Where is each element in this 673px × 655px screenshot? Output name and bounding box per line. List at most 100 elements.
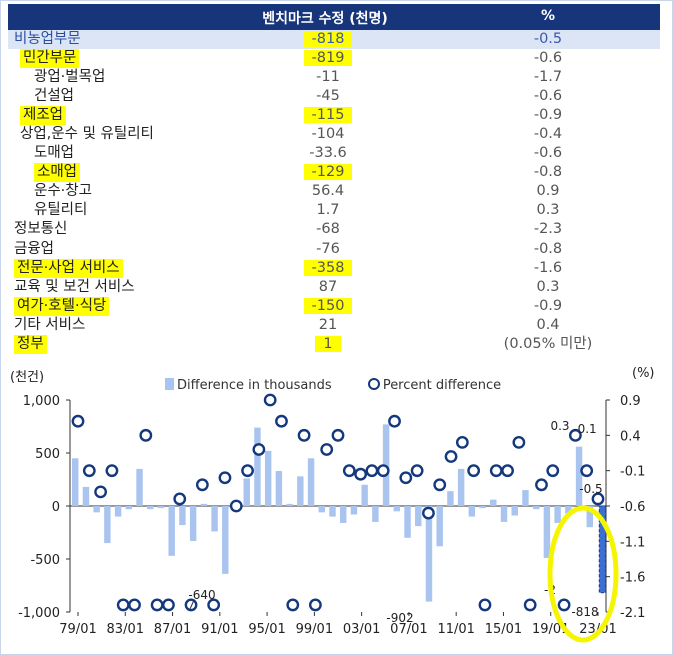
row-value-wrap: 87 [288, 278, 368, 297]
row-percent: -0.8 [533, 240, 563, 257]
data-annotation: -818 [571, 605, 598, 619]
percent-marker [286, 598, 300, 612]
percent-marker [478, 598, 492, 612]
row-value: -150 [303, 297, 353, 314]
bar [254, 427, 261, 506]
row-value-wrap: -358 [288, 259, 368, 278]
right-tick-label: -1.1 [620, 535, 645, 550]
percent-marker [568, 428, 582, 442]
row-value: 1 [315, 335, 341, 352]
row-label: 정부 [14, 334, 47, 354]
right-axis-unit: (%) [632, 366, 655, 381]
header-revision: 벤치마크 수정 (천명) [262, 11, 388, 27]
row-label: 건설업 [34, 88, 75, 105]
row-label: 소매업 [34, 163, 81, 183]
header-percent: % [540, 8, 556, 24]
bar [147, 506, 154, 510]
percent-marker [308, 598, 322, 612]
row-label: 제조업 [20, 106, 67, 126]
revision-chart: 1,000 500 0 -500 -1,000 0.9 0.4 -0.1 -0.6 -1.1 -1.… [18, 393, 645, 643]
row-percent: -0.5 [533, 31, 563, 47]
row-value: -33.6 [309, 145, 347, 162]
percent-marker [354, 467, 368, 481]
bar [125, 506, 133, 510]
left-tick-label: 500 [35, 447, 60, 462]
left-tick-label: 1,000 [23, 394, 60, 409]
percent-marker [410, 464, 424, 478]
bar [168, 506, 175, 556]
x-tick-label: 95/01 [248, 622, 285, 637]
row-label: 교육 및 보건 서비스 [14, 278, 135, 295]
bar [543, 506, 551, 558]
bar [189, 506, 197, 541]
data-annotation: 0.3 [550, 419, 569, 433]
left-tick-label: -1,000 [18, 606, 60, 621]
percent-marker [173, 492, 187, 506]
row-percent: -0.6 [533, 145, 563, 162]
row-value: -104 [311, 126, 345, 143]
percent-marker [195, 478, 209, 492]
row-value-wrap: -33.6 [288, 144, 368, 163]
percent-marker [229, 499, 243, 513]
bar [479, 506, 486, 509]
x-tick-label: 91/01 [201, 622, 238, 637]
percent-marker [105, 464, 119, 478]
percent-marker [241, 464, 254, 478]
percent-marker [546, 464, 560, 478]
percent-marker [342, 464, 356, 478]
bar [511, 506, 518, 516]
row-value-wrap: -11 [288, 68, 368, 87]
row-label: 광업·벌목업 [34, 69, 106, 86]
row-label: 전문·사업 서비스 [14, 258, 123, 278]
percent-marker [388, 414, 401, 428]
percent-marker [467, 464, 481, 478]
bar [393, 506, 401, 512]
left-tick-label: -500 [30, 553, 60, 568]
left-axis-unit: (천건) [10, 370, 45, 385]
bar [436, 506, 443, 547]
row-label: 유틸리티 [34, 202, 88, 219]
x-tick-label: 99/01 [296, 622, 333, 637]
highlight-ellipse [547, 505, 619, 643]
row-label: 정보통신 [14, 221, 68, 238]
data-annotation: -0.5 [579, 482, 602, 496]
percent-marker [162, 598, 175, 612]
table-row: 제조업 -115 -0.9 [8, 106, 660, 126]
percent-marker [218, 471, 232, 485]
table-row: 민간부문 -819 -0.6 [8, 49, 660, 69]
bar [415, 506, 422, 527]
bar [157, 506, 165, 509]
percent-marker [252, 443, 266, 456]
row-value-wrap: -819 [288, 49, 368, 68]
percent-marker [331, 428, 345, 442]
bar [404, 506, 411, 538]
percent-marker [150, 598, 164, 612]
bar [457, 468, 465, 506]
percent-marker [433, 478, 447, 492]
row-percent: -0.9 [533, 107, 563, 124]
row-value-wrap: -45 [288, 87, 368, 106]
row-percent: -2.3 [533, 221, 563, 238]
percent-marker [71, 414, 85, 428]
row-percent: -0.4 [533, 126, 563, 143]
row-value: -115 [303, 107, 353, 124]
row-value: -358 [303, 259, 353, 276]
bar [361, 484, 368, 506]
bar [286, 503, 293, 506]
row-value: 56.4 [311, 183, 345, 200]
row-value-wrap: 1 [288, 335, 368, 354]
row-label: 도매업 [34, 145, 75, 162]
table-row: 도매업 -33.6 -0.6 [8, 144, 660, 163]
percent-marker [128, 598, 141, 612]
row-percent: 0.9 [536, 183, 560, 200]
bar [104, 506, 111, 544]
bar [114, 506, 122, 517]
data-annotation: -0.1 [573, 422, 596, 436]
legend-circle-swatch [367, 378, 380, 390]
row-value: -819 [303, 50, 353, 67]
legend-circle-label: Percent difference [382, 378, 502, 393]
percent-marker [94, 485, 108, 499]
row-value-wrap: -76 [288, 240, 368, 259]
x-tick-label: 03/01 [343, 622, 380, 637]
table-header: 벤치마크 수정 (천명) % [8, 4, 660, 30]
